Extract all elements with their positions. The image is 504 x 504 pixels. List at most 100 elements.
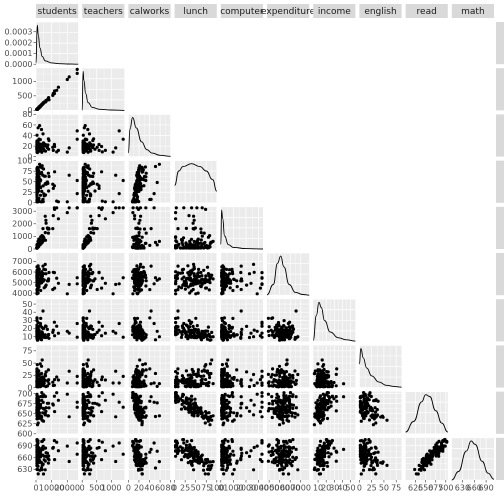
scatter-point [224,333,229,337]
scatter-point [85,316,89,320]
scatter-point [44,218,48,222]
scatter-point [221,416,225,421]
scatter-point [224,362,228,366]
scatter-point [140,338,144,342]
scatter-point [220,384,224,388]
scatter-point [229,410,233,414]
scatter-point [208,375,212,380]
scatter-point [232,375,236,380]
scatter-point [220,273,224,277]
scatter-point [143,362,147,366]
scatter-point [82,165,86,169]
scatter-point [137,186,141,190]
scatter-point [83,284,87,288]
scatter-point [199,227,203,231]
scatter-point [38,362,42,366]
scatter-point [225,364,229,368]
scatter-point [231,288,235,293]
scatter-point [83,385,87,389]
scatter-point [133,235,137,239]
scatter-point [75,381,79,385]
scatter-point [318,396,322,400]
scatter-point [56,331,61,335]
scatter-point [121,137,125,141]
scatter-point [148,316,152,320]
scatter-point [91,384,95,388]
scatter-point [286,382,291,386]
scatter-point [282,319,286,323]
scatter-point [39,276,44,280]
scatter-point [184,369,188,373]
scatter-point [319,399,323,403]
scatter-point [184,398,188,402]
scatter-point [82,403,86,407]
scatter-point [358,396,362,400]
scatter-point [84,406,88,410]
scatter-point [121,276,125,280]
scatter-point [111,329,115,333]
scatter-point [313,371,317,376]
scatter-point [208,423,212,427]
scatter-point [56,217,61,221]
scatter-point [196,373,200,377]
scatter-point [260,405,264,409]
scatter-point [39,200,43,204]
scatter-point [187,214,191,218]
scatter-point [43,231,47,235]
scatter-point [56,398,61,402]
scatter-point [44,406,48,410]
scatter-point [35,338,40,342]
scatter-point [67,282,71,286]
scatter-point [260,321,264,326]
scatter-point [222,371,226,375]
scatter-point [39,127,44,132]
scatter-point [184,332,188,337]
scatter-point [111,200,115,204]
scatter-point [137,221,141,225]
scatter-point [82,200,86,204]
scatter-point [189,321,193,326]
scatter-point [47,174,51,179]
scatter-point [280,325,284,329]
scatter-point [38,124,42,128]
scatter-point [226,358,230,362]
scatter-point [37,329,41,334]
scatter-point [282,371,287,376]
scatter-point [144,279,148,283]
scatter-point [289,332,293,336]
scatter-point [227,394,232,399]
scatter-point [191,281,195,285]
scatter-point [365,401,369,405]
scatter-point [132,268,136,272]
scatter-point [187,273,191,277]
scatter-point [231,272,235,276]
scatter-point [249,331,253,335]
scatter-point [267,380,271,384]
scatter-point [111,381,115,385]
scatter-point [43,174,47,178]
scatter-point [186,383,190,387]
scatter-point [148,367,152,371]
scatter-point [187,246,191,250]
scatter-point [53,334,57,338]
scatter-point [363,392,367,396]
scatter-point [47,96,51,100]
scatter-point [271,384,275,388]
scatter-point [278,335,282,339]
scatter-point [132,324,136,328]
scatter-point [139,413,143,417]
scatter-point [39,103,44,107]
scatter-point [221,423,225,427]
scatter-point [176,288,180,292]
scatter-point [187,276,191,280]
scatter-point [149,395,153,399]
scatter-point [144,384,148,388]
scatter-point [43,378,47,382]
scatter-point [142,178,146,182]
scatter-point [200,206,204,210]
scatter-point [196,334,200,338]
scatter-point [258,286,262,290]
scatter-point [196,410,200,414]
scatter-point [282,338,287,342]
scatter-point [376,399,380,403]
